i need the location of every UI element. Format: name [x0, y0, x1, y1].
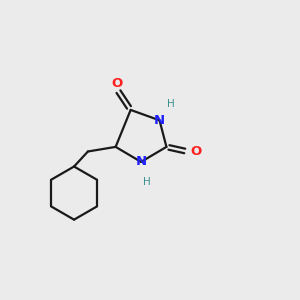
Text: N: N [154, 114, 165, 127]
Text: O: O [190, 145, 202, 158]
Text: H: H [167, 99, 175, 109]
Text: N: N [136, 155, 147, 168]
Text: H: H [143, 176, 151, 187]
Text: O: O [111, 77, 122, 90]
